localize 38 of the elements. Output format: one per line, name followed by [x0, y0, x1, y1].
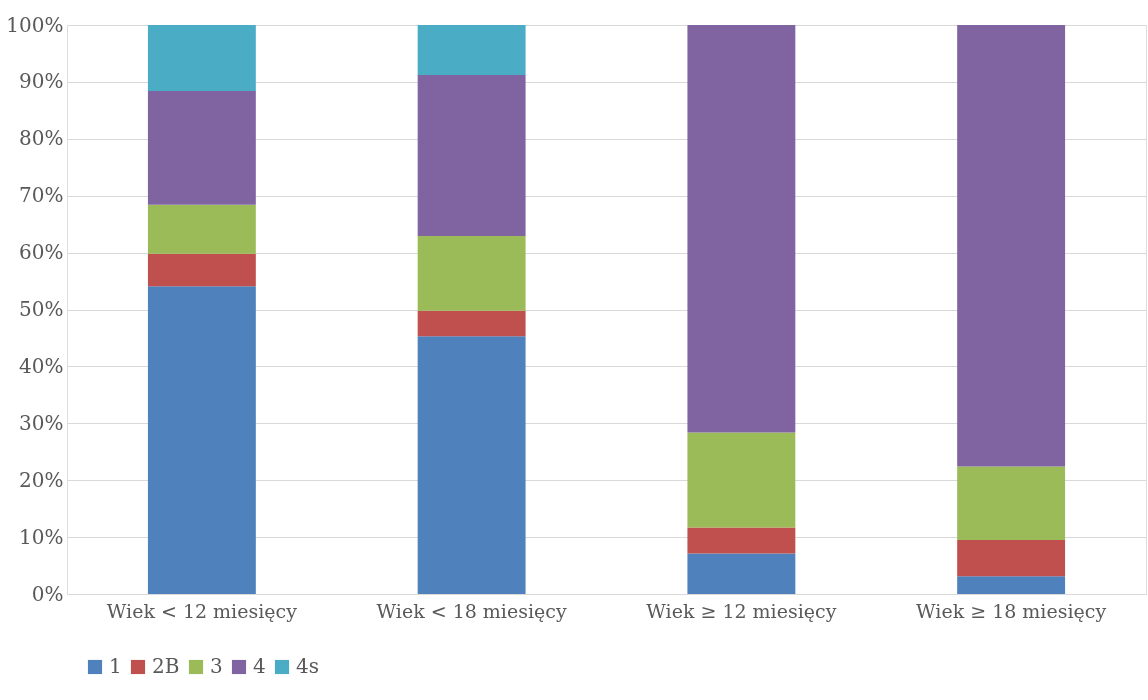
bar [147, 286, 256, 594]
y-tick-label: 60% [19, 240, 64, 265]
bar [687, 25, 796, 433]
bar [687, 527, 796, 554]
bar [147, 253, 256, 287]
bar [687, 432, 796, 528]
bar [957, 539, 1066, 577]
bar [417, 25, 526, 76]
bar [957, 25, 1066, 467]
y-tick-label: 20% [19, 467, 64, 492]
bar [417, 336, 526, 594]
y-tick-label: 30% [19, 410, 64, 435]
bar [417, 75, 526, 237]
legend-label: 2B [152, 654, 180, 678]
y-tick-label: 10% [19, 524, 64, 549]
bar [147, 91, 256, 205]
x-tick-label: Wiek ≥ 18 miesięcy [916, 599, 1107, 622]
bar [147, 204, 256, 254]
legend-label: 4s [296, 654, 319, 678]
y-tick-label: 70% [19, 183, 64, 208]
y-tick-label: 90% [19, 69, 64, 94]
y-tick-label: 80% [19, 126, 64, 151]
bar [417, 310, 526, 337]
bar [687, 553, 796, 594]
x-tick-label: Wiek ≥ 12 miesięcy [646, 599, 837, 622]
legend-label: 4 [253, 654, 266, 678]
bar [957, 576, 1066, 594]
y-tick-label: 100% [6, 12, 64, 37]
bar [147, 25, 256, 91]
y-tick-label: 50% [19, 297, 64, 321]
legend-label: 1 [109, 654, 122, 678]
y-tick-label: 0% [31, 581, 64, 606]
x-tick-label: Wiek < 18 miesięcy [376, 599, 567, 622]
bar [957, 466, 1066, 540]
x-tick-label: Wiek < 12 miesięcy [106, 599, 298, 622]
y-tick-label: 40% [19, 353, 64, 378]
bar [417, 236, 526, 311]
legend-label: 3 [210, 654, 223, 678]
